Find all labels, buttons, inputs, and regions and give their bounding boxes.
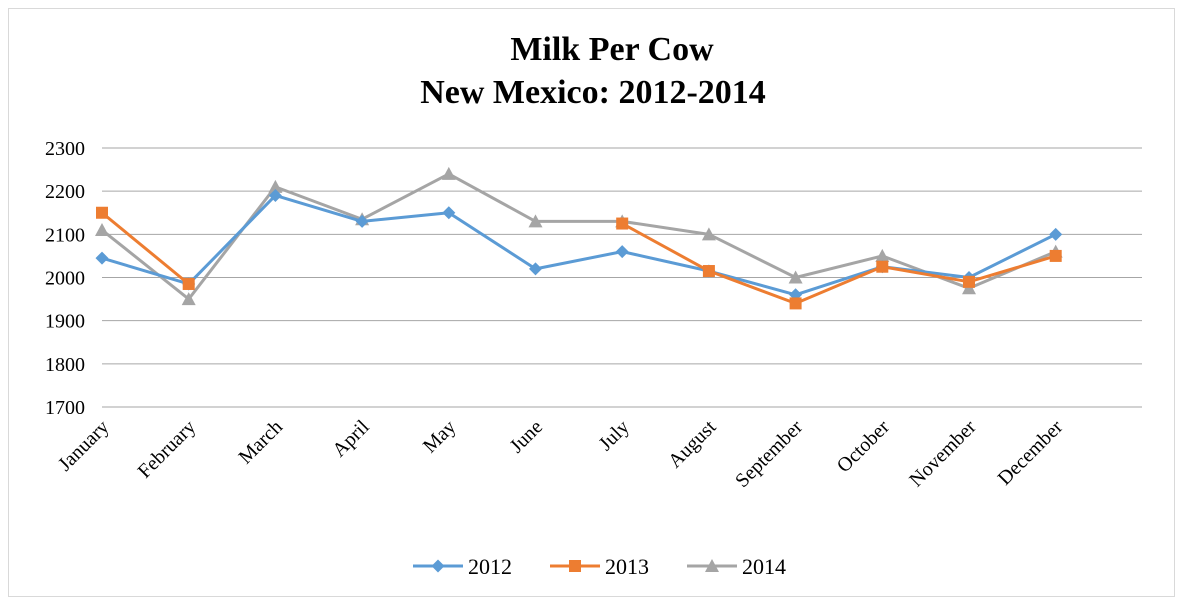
x-tick-label: July <box>595 416 634 455</box>
series-lines <box>95 166 1063 310</box>
data-point-2014 <box>528 214 543 228</box>
series-2013 <box>96 206 1062 310</box>
data-point-2014 <box>875 248 890 262</box>
data-point-2013 <box>702 265 715 278</box>
legend: 2012 2013 2014 <box>413 554 786 579</box>
data-point-2013 <box>616 217 629 230</box>
data-point-2012 <box>529 262 542 276</box>
x-tick-label: February <box>134 416 201 483</box>
legend-marker <box>431 559 445 573</box>
chart-title: Milk Per Cow <box>510 31 714 68</box>
x-tick-label: March <box>234 416 286 468</box>
data-point-2014 <box>788 270 803 284</box>
x-tick-label: December <box>994 416 1068 490</box>
x-tick-label: June <box>506 416 548 458</box>
data-point-2012 <box>615 245 629 259</box>
series-line-2014 <box>101 172 1057 301</box>
x-tick-label: May <box>419 416 460 457</box>
x-axis-ticks: January February March April May June July Augu… <box>54 416 1067 492</box>
y-tick-label: 1800 <box>45 354 85 376</box>
data-point-2013 <box>789 297 802 310</box>
x-tick-label: April <box>328 416 374 462</box>
legend-marker <box>569 560 581 572</box>
data-point-2013 <box>876 260 889 273</box>
series-line-2013 <box>101 211 190 286</box>
x-tick-label: October <box>833 416 894 477</box>
data-point-2014 <box>701 227 716 241</box>
data-point-2014 <box>268 179 283 193</box>
data-point-2012 <box>95 251 109 265</box>
y-tick-label: 2300 <box>45 138 85 160</box>
chart-subtitle: New Mexico: 2012-2014 <box>420 74 766 111</box>
data-point-2013 <box>182 277 195 290</box>
x-tick-label: September <box>731 416 807 492</box>
legend-label: 2014 <box>742 554 786 579</box>
data-point-2012 <box>355 214 369 228</box>
y-tick-label: 2200 <box>45 181 85 203</box>
legend-marker <box>705 559 719 572</box>
chart-frame <box>8 8 1175 597</box>
data-point-2013 <box>1049 249 1062 262</box>
y-tick-label: 1900 <box>45 311 85 333</box>
legend-label: 2012 <box>468 554 512 579</box>
data-point-2014 <box>95 223 109 237</box>
y-axis-ticks: 1700 1800 1900 2000 2100 2200 2300 <box>45 138 85 419</box>
legend-item-2012: 2012 <box>413 554 512 579</box>
legend-item-2014: 2014 <box>687 554 786 579</box>
series-2012 <box>95 188 1063 302</box>
legend-label: 2013 <box>605 554 649 579</box>
data-point-2012 <box>268 188 282 202</box>
data-point-2012 <box>442 206 456 220</box>
data-point-2014 <box>181 292 196 306</box>
data-point-2012 <box>1049 227 1063 241</box>
x-tick-label: November <box>905 416 980 491</box>
gridlines <box>102 147 1142 408</box>
y-tick-label: 2100 <box>45 224 85 246</box>
y-tick-label: 1700 <box>45 397 85 419</box>
legend-item-2013: 2013 <box>550 554 649 579</box>
data-point-2014 <box>441 166 456 180</box>
x-tick-label: January <box>54 416 114 476</box>
series-2014 <box>95 166 1063 306</box>
series-line-2012 <box>101 193 1057 297</box>
data-point-2013 <box>96 206 108 219</box>
series-line-2013 <box>621 222 1057 305</box>
data-point-2013 <box>963 275 975 288</box>
x-tick-label: August <box>664 416 721 473</box>
y-tick-label: 2000 <box>45 268 85 290</box>
